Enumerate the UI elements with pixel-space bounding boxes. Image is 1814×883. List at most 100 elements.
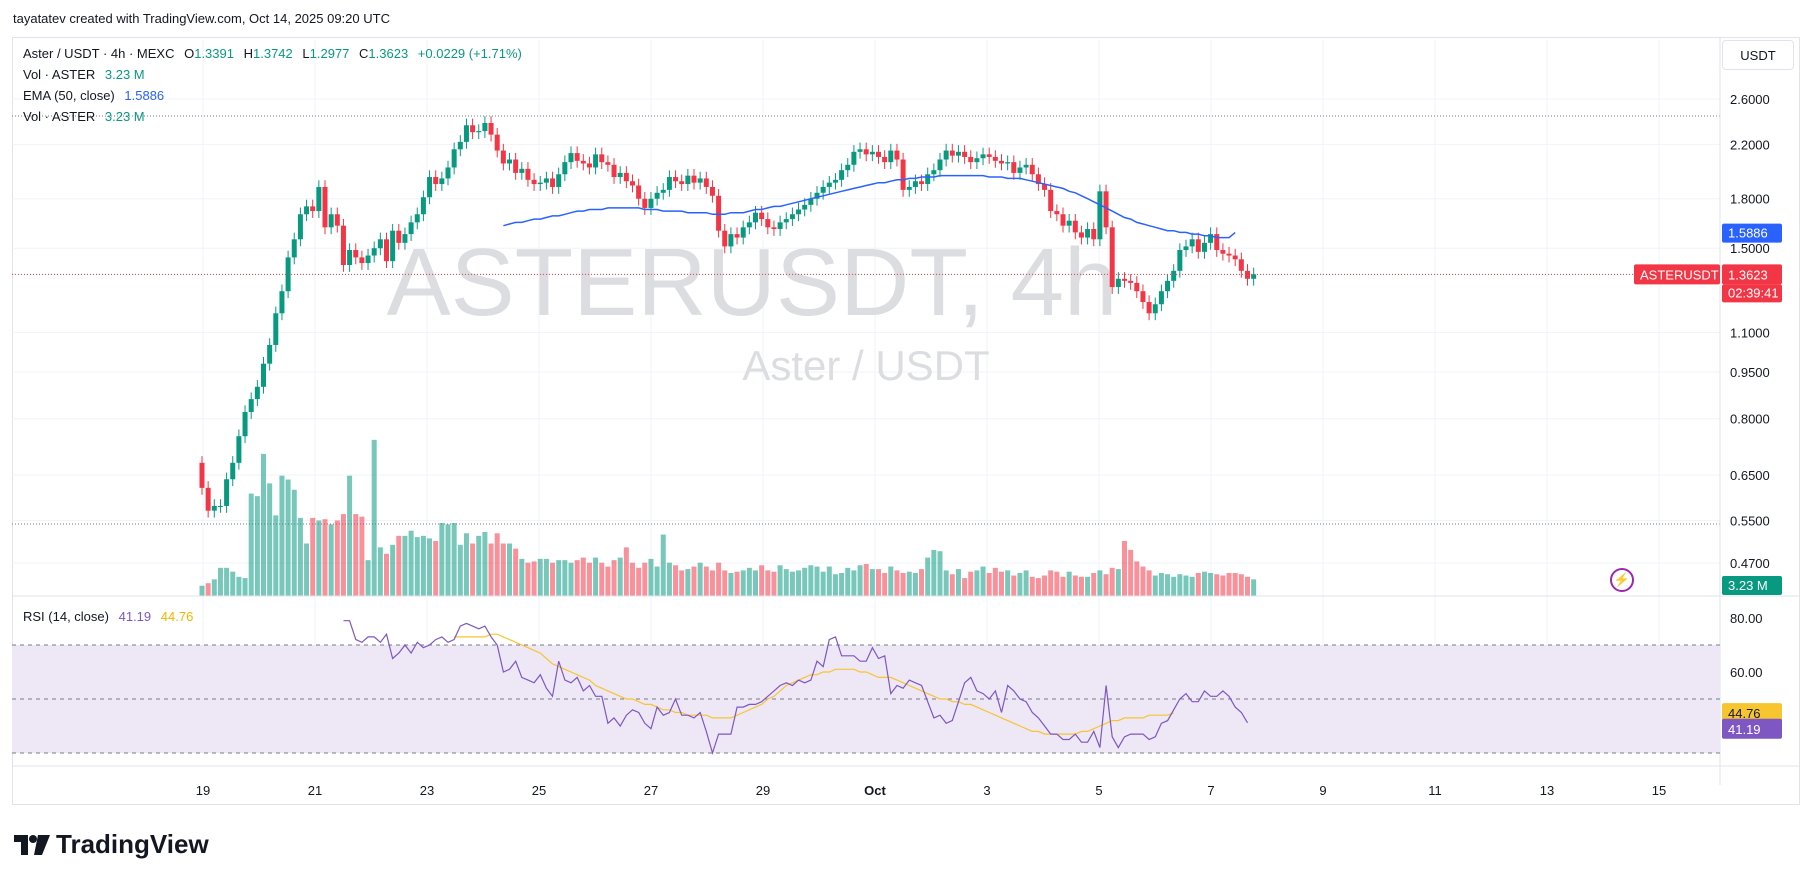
candle-body [531, 179, 537, 185]
time-tick-label: Oct [864, 783, 886, 798]
volume-bar [1085, 576, 1091, 596]
volume-bar [1023, 570, 1029, 596]
volume-bar [384, 553, 389, 596]
candle-body [716, 195, 722, 231]
watermark-subtitle: Aster / USDT [742, 342, 989, 389]
volume-bar [734, 571, 740, 596]
tradingview-logo-icon [14, 834, 50, 855]
candle-body [543, 178, 549, 183]
volume-bar [925, 557, 931, 596]
volume-bar [851, 570, 857, 596]
time-tick-label: 3 [983, 783, 990, 798]
volume-bar [1165, 574, 1171, 596]
volume-bar [703, 566, 709, 596]
candle-body [611, 164, 617, 178]
ema-price-badge: 1.5886 [1722, 223, 1782, 243]
volume-bar [593, 557, 599, 596]
time-tick-label: 7 [1207, 783, 1214, 798]
volume-value: 3.23 M [104, 67, 145, 82]
price-tick-label: 2.2000 [1730, 137, 1770, 152]
volume-bar [605, 566, 611, 596]
ema-label: EMA (50, close) [23, 88, 115, 103]
volume-bar [1066, 571, 1072, 596]
volume-bar [316, 520, 322, 596]
candle-body [648, 198, 654, 208]
tradingview-logo[interactable]: TradingView [14, 829, 209, 860]
symbol-price-badge-text: ASTERUSDT [1640, 267, 1719, 282]
volume-bar [796, 570, 802, 596]
countdown-badge-text: 02:39:41 [1728, 285, 1779, 300]
candle-body [1035, 174, 1041, 185]
candle-body [254, 386, 260, 400]
symbol-price-badge: ASTERUSDT [1634, 264, 1720, 285]
candle-body [322, 186, 328, 228]
time-tick-label: 23 [420, 783, 434, 798]
chart-credit: tayatatev created with TradingView.com, … [13, 11, 390, 26]
candle-body [371, 248, 377, 256]
volume-bar [949, 574, 955, 596]
volume-bar [636, 567, 642, 596]
volume-bar [980, 566, 986, 596]
ohlc-change: +0.0229 (+1.71%) [417, 46, 522, 61]
candle-body [636, 185, 642, 199]
rsi-tick-label: 60.00 [1730, 665, 1763, 680]
volume-bar [1152, 575, 1158, 596]
volume-bar [1029, 576, 1035, 596]
volume-bar [740, 570, 746, 596]
volume-bar [1072, 575, 1078, 596]
ema-legend-row[interactable]: EMA (50, close) 1.5886 [23, 85, 164, 106]
candle-body [1189, 239, 1195, 247]
candle-body [623, 172, 629, 182]
rsi-tick-label: 80.00 [1730, 611, 1763, 626]
volume-bar [1189, 576, 1195, 596]
volume-legend-row[interactable]: Vol · ASTER 3.23 M [23, 64, 145, 85]
volume-bar [445, 524, 451, 596]
volume-value-2: 3.23 M [104, 109, 145, 124]
volume-bar [1054, 571, 1060, 596]
volume-bar [334, 520, 340, 596]
candle-body [999, 160, 1004, 164]
candle-body [709, 186, 715, 196]
volume-bar [869, 569, 875, 596]
volume-bar [267, 483, 273, 596]
price-tick-label: 1.8000 [1730, 192, 1770, 207]
volume-bar [488, 543, 494, 596]
candle-body [451, 149, 457, 168]
price-tick-label: 0.6500 [1730, 468, 1770, 483]
volume-bar [261, 453, 266, 596]
currency-button[interactable]: USDT [1722, 40, 1794, 70]
candle-body [814, 192, 820, 199]
rsi-legend-row[interactable]: RSI (14, close) 41.19 44.76 [23, 606, 193, 627]
symbol-label[interactable]: Aster / USDT · 4h · MEXC [23, 46, 175, 61]
volume-bar [1005, 570, 1011, 596]
volume-bar [550, 562, 556, 596]
candle-body [697, 178, 703, 183]
candle-body [734, 234, 740, 238]
volume-bar [433, 540, 439, 596]
candle-body [1097, 191, 1103, 240]
volume-legend-row-2[interactable]: Vol · ASTER 3.23 M [23, 106, 145, 127]
candle-body [408, 222, 414, 235]
volume-bar [353, 514, 359, 596]
volume-bar [586, 562, 592, 596]
candle-body [949, 150, 955, 156]
candle-body [359, 257, 365, 264]
candle-body [267, 344, 273, 364]
candle-body [279, 291, 285, 314]
candle-body [1042, 184, 1048, 190]
lightning-icon[interactable]: ⚡ [1610, 568, 1634, 592]
candle-body [384, 239, 389, 262]
volume-bar [900, 572, 906, 596]
candle-body [304, 206, 310, 215]
rsi-band [12, 645, 1720, 753]
candle-body [925, 174, 931, 185]
candle-body [722, 230, 728, 247]
candle-body [261, 363, 266, 387]
candle-body [1152, 304, 1158, 314]
candle-body [882, 156, 888, 163]
candle-body [1085, 229, 1091, 238]
candle-body [1017, 167, 1023, 173]
candle-body [783, 219, 789, 223]
volume-bar [1140, 566, 1146, 596]
